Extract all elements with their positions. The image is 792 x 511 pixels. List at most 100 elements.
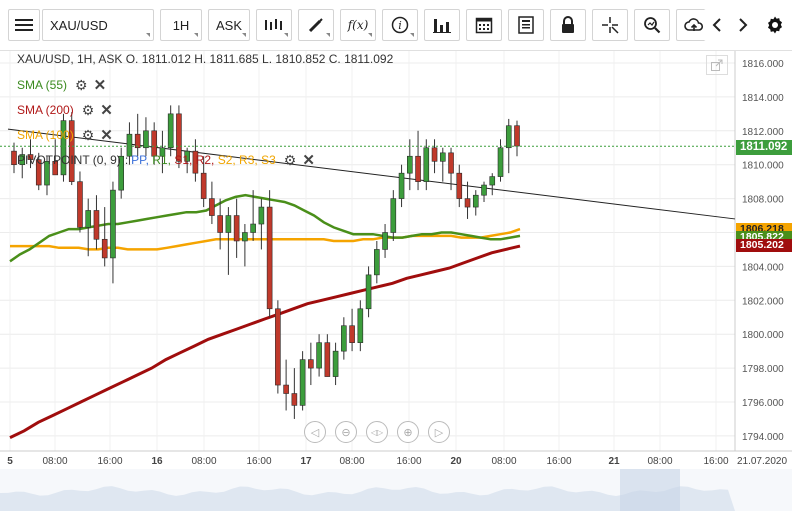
y-tick-label: 1800.000 [742,330,784,341]
indicator-button[interactable]: f(x) [340,9,376,41]
candle-body [481,184,487,196]
candle-body [242,232,248,242]
zoom-out-button[interactable]: ⊖ [335,421,357,443]
candle-body [514,125,520,147]
candle-body [374,249,380,276]
timeframe-label: 1H [172,17,190,33]
expand-chart-button[interactable] [706,55,728,75]
candle-body [283,384,289,394]
candle-body [365,274,372,310]
candle-body [291,393,298,406]
close-icon[interactable]: ✕ [100,127,113,144]
navigator-window [620,469,680,511]
close-icon[interactable]: ✕ [93,77,107,94]
chart-type-button[interactable] [256,9,292,41]
pivot-items: PP, R1, S1, R2, S2, R3, S3 [131,153,276,167]
volume-button[interactable] [424,9,460,41]
price-type-select[interactable]: ASK [208,9,250,41]
scroll-right-button[interactable] [730,9,756,41]
calendar-button[interactable] [466,9,502,41]
trend-line [7,128,736,220]
x-tick-label: 08:00 [491,456,516,467]
candle-body [456,172,463,199]
crosshair-button[interactable] [592,9,628,41]
close-icon[interactable]: ✕ [100,102,113,119]
news-icon [518,16,534,34]
lock-button[interactable] [550,9,586,41]
cloud-upload-icon [684,18,704,31]
x-tick-label: 08:00 [339,456,364,467]
sma100-label: SMA (100) [17,128,74,142]
candle-body [382,232,388,250]
symbol-label: XAU/USD [50,17,108,33]
candle-body [341,325,347,352]
x-tick-label: 21 [608,456,620,467]
news-button[interactable] [508,9,544,41]
y-tick-label: 1816.000 [742,59,784,70]
zoom-in-button[interactable]: ⊕ [397,421,419,443]
sma200-label: SMA (200) [17,103,74,117]
close-icon[interactable]: ✕ [302,152,315,169]
y-tick-label: 1808.000 [742,195,784,206]
candle-body [118,155,124,191]
gear-icon[interactable]: ⚙ [283,151,297,168]
zoom-button[interactable] [634,9,670,41]
sma200-price-tag: 1805.202 [736,239,792,252]
x-tick-label: 21.07.2020 [737,456,787,467]
x-tick-label: 16:00 [546,456,571,467]
candle-body [167,113,174,149]
candle-body [398,172,405,199]
candle-body [390,198,397,233]
gear-icon[interactable]: ⚙ [81,101,95,118]
price-chart[interactable]: 1816.000 1814.000 1812.000 1810.000 1808.000… [0,51,792,511]
chart-canvas[interactable]: 1816.000 1814.000 1812.000 1810.000 1808.000… [0,51,792,511]
sma55-line [9,193,521,263]
candle-body [415,155,421,182]
candle-body [176,113,182,162]
x-tick-label: 16:00 [396,456,421,467]
candle-body [11,150,17,165]
pivot-item-s3: S3 [261,153,276,167]
candle-body [464,198,471,208]
scroll-left-button[interactable] [704,9,730,41]
candle-body [19,154,26,165]
menu-button[interactable] [8,9,40,41]
zoom-out-icon: ⊖ [341,426,351,439]
candle-body [27,154,34,160]
y-tick-label: 1810.000 [742,161,784,172]
chart-toolbar: XAU/USD 1H ASK f(x) i [0,0,792,51]
candle-body [225,215,232,233]
bar-chart-type-icon [265,19,282,30]
candle-body [209,198,215,216]
candle-body [275,308,281,386]
candle-body [299,359,306,406]
candle-body [101,238,108,259]
fx-indicator-icon: f(x) [347,18,369,32]
crosshair-icon [602,17,619,34]
draw-pencil-icon [308,18,323,33]
pivot-item-s1: S1, [174,153,196,167]
y-tick-label: 1812.000 [742,127,784,138]
menu-icon [15,19,33,31]
draw-tool-button[interactable] [298,9,334,41]
candle-body [332,350,339,377]
gear-icon[interactable]: ⚙ [81,126,95,143]
triangle-left-icon: ◁ [310,426,320,439]
chevron-right-icon [739,18,748,32]
sma100-line [10,227,521,251]
gear-icon[interactable]: ⚙ [75,76,88,93]
svg-text:i: i [398,19,402,32]
candle-body [448,152,454,174]
timeframe-select[interactable]: 1H [160,9,202,41]
reset-view-button[interactable]: ◁▷ [366,421,388,443]
candle-body [357,308,364,343]
candle-body [44,161,50,186]
candle-body [423,147,430,182]
scroll-forward-button[interactable]: ▷ [428,421,450,443]
scroll-back-button[interactable]: ◁ [304,421,326,443]
zoom-search-icon [644,17,661,34]
info-button[interactable]: i [382,9,418,41]
chevron-left-icon [712,18,721,32]
settings-button[interactable] [762,9,788,41]
symbol-select[interactable]: XAU/USD [42,9,154,41]
